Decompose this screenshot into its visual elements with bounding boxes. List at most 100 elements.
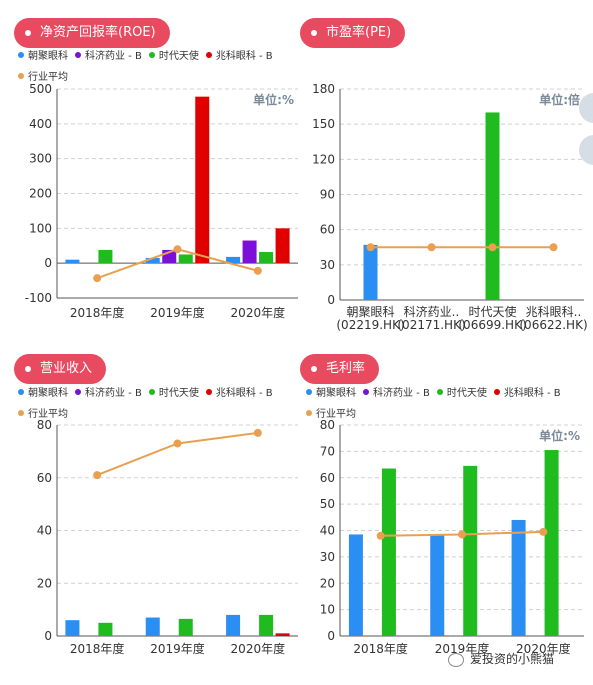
legend-item-series-4[interactable]: 兆科眼科 - B — [205, 47, 273, 62]
legend-swatch — [18, 73, 24, 79]
legend-item-series-1[interactable]: 朝聚眼科 — [18, 47, 68, 62]
y-tick-label: 20 — [320, 576, 335, 590]
bar — [463, 465, 478, 636]
gross-legend[interactable]: 朝聚眼科 科济药业 - B 时代天使 兆科眼科 - B 行业平均 — [306, 384, 591, 420]
legend-item-series-1[interactable]: 朝聚眼科 — [18, 384, 68, 399]
bar — [430, 534, 445, 636]
side-tool-icon[interactable] — [579, 135, 593, 165]
average-point — [427, 243, 436, 252]
bar — [381, 468, 396, 636]
average-point — [458, 530, 466, 539]
y-tick-label: 120 — [312, 152, 335, 166]
bar — [259, 614, 274, 636]
average-point — [173, 439, 182, 448]
pe-chart: 0 30 60 90 120 150 180 单位:倍朝聚眼科(02219.HK)科济药业..… — [312, 82, 588, 332]
side-tool-icon[interactable] — [579, 93, 593, 123]
pe-title-pill: 市盈率(PE) — [300, 18, 406, 48]
x-tick-sublabel: (06622.HK) — [519, 318, 587, 332]
legend-swatch — [18, 52, 24, 58]
legend-item-series-3[interactable]: 时代天使 — [148, 47, 199, 62]
bar — [242, 240, 257, 264]
bar — [98, 249, 113, 264]
legend-item-series-3[interactable]: 时代天使 — [148, 384, 199, 399]
bar — [178, 618, 193, 636]
x-tick-label: 朝聚眼科 — [346, 305, 394, 319]
x-tick-sublabel: (02171.HK) — [397, 318, 465, 332]
y-tick-label: 70 — [320, 444, 335, 458]
y-tick-label: 40 — [37, 524, 52, 538]
x-tick-label: 兆科眼科.. — [526, 305, 582, 319]
legend-swatch — [75, 389, 81, 395]
y-tick-label: 200 — [29, 187, 52, 201]
legend-item-series-2[interactable]: 科济药业 - B — [75, 47, 142, 62]
legend-swatch — [363, 389, 369, 395]
bar — [275, 228, 290, 264]
y-tick-label: 20 — [37, 576, 52, 590]
y-tick-label: 0 — [44, 629, 52, 643]
x-tick-label: 2018年度 — [70, 641, 125, 656]
y-tick-label: 500 — [29, 82, 52, 96]
average-point — [366, 243, 375, 252]
roe-legend[interactable]: 朝聚眼科 科济药业 - B 时代天使 兆科眼科 - B 行业平均 — [18, 47, 298, 83]
pill-dot-icon — [25, 366, 31, 372]
legend-item-series-4[interactable]: 兆科眼科 - B — [493, 384, 561, 399]
average-point — [376, 531, 385, 540]
y-tick-label: 50 — [320, 497, 335, 511]
legend-item-series-1[interactable]: 朝聚眼科 — [306, 384, 356, 399]
legend-item-series-2[interactable]: 科济药业 - B — [363, 384, 430, 399]
legend-swatch — [306, 410, 312, 416]
x-tick-label: 时代天使 — [468, 304, 516, 319]
bar — [348, 534, 363, 636]
y-tick-label: 10 — [320, 603, 335, 617]
average-point — [488, 243, 497, 252]
legend-item-average[interactable]: 行业平均 — [18, 68, 68, 83]
y-tick-label: 180 — [312, 82, 335, 96]
pill-dot-icon — [311, 366, 317, 372]
unit-label: 单位:倍 — [539, 92, 580, 107]
bar — [544, 450, 559, 636]
average-point — [539, 527, 548, 536]
legend-item-series-2[interactable]: 科济药业 - B — [75, 384, 142, 399]
y-tick-label: 400 — [29, 117, 52, 131]
x-tick-label: 2018年度 — [70, 305, 125, 320]
legend-swatch — [306, 389, 312, 395]
x-tick-label: 2020年度 — [516, 641, 571, 656]
x-tick-label: 2019年度 — [435, 641, 490, 656]
revenue-legend[interactable]: 朝聚眼科 科济药业 - B 时代天使 兆科眼科 - B 行业平均 — [18, 384, 303, 420]
average-point — [173, 245, 182, 254]
legend-swatch — [148, 389, 155, 395]
y-tick-label: 30 — [320, 550, 335, 564]
legend-item-series-4[interactable]: 兆科眼科 - B — [205, 384, 273, 399]
bar — [145, 617, 160, 636]
legend-swatch — [493, 389, 500, 395]
bar — [275, 633, 290, 636]
x-tick-label: 2020年度 — [231, 641, 286, 656]
y-tick-label: 80 — [37, 418, 52, 432]
bar — [195, 96, 210, 264]
watermark: 爱投资的小熊猫 — [448, 650, 554, 667]
x-tick-sublabel: (02219.HK) — [336, 318, 404, 332]
y-tick-label: 80 — [320, 418, 335, 432]
roe-title-pill: 净资产回报率(ROE) — [14, 18, 170, 48]
unit-label: 单位:% — [539, 428, 580, 443]
x-tick-label: 2018年度 — [353, 641, 408, 656]
y-tick-label: 0 — [327, 293, 335, 307]
x-tick-label: 科济药业.. — [404, 304, 460, 319]
pe-title: 市盈率(PE) — [326, 25, 392, 40]
revenue-title-pill: 营业收入 — [14, 354, 107, 384]
y-tick-label: 100 — [29, 221, 52, 235]
x-tick-label: 2019年度 — [150, 641, 205, 656]
bar — [259, 252, 274, 264]
legend-item-average[interactable]: 行业平均 — [18, 405, 68, 420]
y-tick-label: 0 — [44, 256, 52, 270]
legend-item-series-3[interactable]: 时代天使 — [436, 384, 487, 399]
bar — [65, 259, 80, 264]
bar — [511, 519, 526, 636]
bar — [485, 112, 500, 300]
bar — [226, 614, 241, 636]
legend-item-average[interactable]: 行业平均 — [306, 405, 356, 420]
gross-title: 毛利率 — [326, 361, 366, 376]
legend-swatch — [18, 410, 24, 416]
revenue-title: 营业收入 — [40, 361, 93, 376]
roe-chart: -100 0 100 200 300 400 500 单位:% 2018年度 2019年度 2020… — [25, 82, 298, 320]
